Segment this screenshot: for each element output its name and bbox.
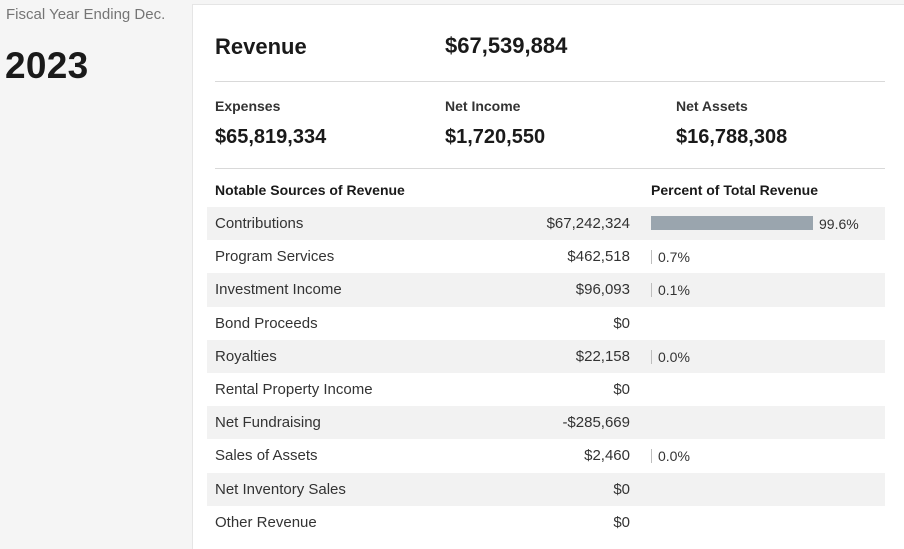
table-row: Investment Income $96,093 0.1% (207, 273, 885, 307)
revenue-source-amount: $0 (613, 314, 630, 332)
net-income-value: $1,720,550 (445, 126, 546, 148)
divider (215, 168, 885, 169)
percent-bar (651, 349, 652, 364)
fiscal-year-label: Fiscal Year Ending Dec. (6, 6, 166, 23)
expenses-value: $65,819,334 (215, 126, 327, 148)
fiscal-year: 2023 (5, 45, 89, 86)
percent-bar (651, 283, 652, 298)
net-assets-label: Net Assets (676, 98, 748, 114)
table-row: Net Fundraising -$285,669 (207, 406, 885, 440)
table-row: Royalties $22,158 0.0% (207, 339, 885, 373)
expenses-label: Expenses (215, 98, 281, 114)
divider (215, 81, 885, 82)
percent-bar (651, 250, 652, 265)
revenue-source-amount: $462,518 (567, 248, 630, 266)
percent-bar (651, 216, 813, 230)
revenue-value: $67,539,884 (445, 33, 568, 58)
revenue-sources-table: Contributions $67,242,324 99.6% Program Ser… (207, 207, 885, 539)
percent-value: 99.6% (819, 216, 859, 232)
percent-value: 0.1% (658, 282, 690, 299)
revenue-source-amount: $0 (613, 480, 630, 498)
percent-value: 0.7% (658, 249, 690, 266)
percent-value: 0.0% (658, 448, 690, 465)
sidebar: Fiscal Year Ending Dec. 2023 (0, 0, 192, 549)
revenue-source-label: Program Services (215, 248, 335, 266)
revenue-source-label: Royalties (215, 347, 277, 365)
percent-column-header: Percent of Total Revenue (651, 182, 819, 198)
table-row: Rental Property Income $0 (207, 373, 885, 406)
revenue-source-amount: $96,093 (575, 281, 630, 299)
table-row: Sales of Assets $2,460 0.0% (207, 439, 885, 472)
table-row: Other Revenue $0 (207, 506, 885, 539)
revenue-source-label: Contributions (215, 215, 304, 232)
table-row: Program Services $462,518 0.7% (207, 240, 885, 273)
revenue-source-amount: $0 (613, 513, 630, 531)
revenue-source-amount: $0 (613, 380, 630, 398)
revenue-source-label: Sales of Assets (215, 447, 318, 465)
table-row: Bond Proceeds $0 (207, 307, 885, 340)
revenue-source-label: Net Fundraising (215, 414, 321, 432)
net-assets-value: $16,788,308 (676, 126, 788, 148)
revenue-source-amount: $67,242,324 (546, 215, 630, 232)
financial-summary-card: Revenue $67,539,884 Expenses $65,819,334… (192, 4, 904, 549)
revenue-source-label: Investment Income (215, 281, 342, 299)
revenue-source-label: Rental Property Income (215, 380, 373, 398)
revenue-source-label: Other Revenue (215, 513, 317, 531)
revenue-source-label: Net Inventory Sales (215, 480, 346, 498)
revenue-source-amount: -$285,669 (562, 414, 630, 432)
table-row: Net Inventory Sales $0 (207, 472, 885, 506)
revenue-source-amount: $2,460 (584, 447, 630, 465)
net-income-label: Net Income (445, 98, 521, 114)
revenue-source-amount: $22,158 (575, 347, 630, 365)
percent-value: 0.0% (658, 348, 690, 365)
percent-bar (651, 449, 652, 464)
revenue-label: Revenue (215, 34, 307, 59)
sources-column-header: Notable Sources of Revenue (215, 182, 405, 198)
revenue-source-label: Bond Proceeds (215, 314, 318, 332)
table-row: Contributions $67,242,324 99.6% (207, 207, 885, 241)
